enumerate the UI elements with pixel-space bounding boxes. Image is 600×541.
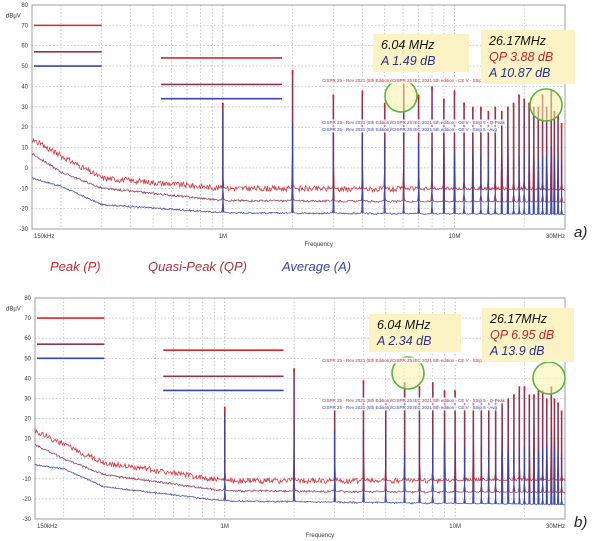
y-tick-label: 60	[21, 44, 28, 50]
y-tick-label: -20	[19, 207, 28, 213]
marker-circle	[529, 88, 563, 122]
annotation-freq: 6.04 MHz	[377, 318, 431, 332]
annotation-freq: 6.04 MHz	[381, 38, 435, 52]
trace-quasi-peak	[31, 112, 566, 204]
annotation-freq: 26.17MHz	[489, 34, 546, 48]
limit-label-backing	[321, 397, 507, 404]
y-tick-label: 40	[21, 84, 28, 90]
y-tick-label: 10	[21, 146, 28, 152]
trace-average	[34, 437, 565, 506]
annotation-qp: QP 3.88 dB	[489, 50, 554, 64]
limit-label-backing	[321, 77, 502, 84]
limit-label-quasi-peak: CISPR 25 - Rev 2021 (5th Edition)/CISPR …	[322, 120, 506, 125]
marker-circle	[391, 356, 425, 390]
annotation-b-6mhz: 6.04 MHz A 2.34 dB	[369, 314, 461, 352]
limit-label-quasi-peak: CISPR 25 - Rev 2021 (5th Edition)/CISPR …	[322, 398, 506, 403]
chart-a: 80 70 60 50 40 30 20 10 0 -10 -20 -30 dBµV 150kHz 1M 10…	[6, 3, 566, 248]
y-tick-label: 60	[24, 336, 31, 342]
y-tick-label: 70	[21, 23, 28, 29]
plot-b: 80 70 60 50 40 30 20 10 0 -10 -20 -30 dBµV 150kHz 1M 10…	[6, 296, 566, 539]
panel-label-a: a)	[574, 224, 588, 241]
limit-label-average: CISPR 25 - Rev 2021 (5th Edition)/CISPR …	[322, 127, 497, 132]
panel-label-b: b)	[574, 514, 588, 531]
y-tick-label: -30	[19, 227, 28, 233]
y-tick-label: 0	[25, 166, 29, 172]
x-tick-label: 150kHz	[34, 234, 54, 240]
limit-label-backing	[321, 404, 499, 411]
limit-label-peak: CISPR 25 - Rev 2021 (5th Edition)/CISPR …	[322, 358, 501, 363]
y-tick-label: 30	[24, 396, 31, 402]
limit-label-backing	[321, 126, 499, 133]
x-axis-label: Frequency	[304, 242, 332, 248]
limit-label-average: CISPR 25 - Rev 2021 (5th Edition)/CISPR …	[322, 405, 497, 410]
y-tick-label: -20	[22, 497, 31, 503]
y-tick-label: 50	[21, 64, 28, 70]
limit-label-peak: CISPR 25 - Rev 2021 (5th Edition)/CISPR …	[322, 78, 501, 83]
annotation-freq: 26.17MHz	[490, 312, 547, 326]
annotation-avg: A 13.9 dB	[490, 344, 545, 358]
y-tick-label: -30	[22, 517, 31, 523]
trace-peak	[34, 395, 566, 485]
y-axis-label: dBµV	[6, 14, 21, 20]
x-tick-label: 30MHz	[546, 234, 565, 240]
y-tick-label: -10	[22, 477, 31, 483]
limit-label-backing	[321, 119, 507, 126]
limit-label-backing	[321, 357, 502, 364]
y-tick-label: 0	[28, 457, 32, 463]
x-tick-label: 10M	[449, 234, 461, 240]
y-axis-label: dBµV	[6, 307, 21, 313]
marker-circle	[532, 361, 566, 395]
annotation-a-26mhz: 26.17MHz QP 3.88 dB A 10.87 dB	[481, 30, 575, 84]
y-tick-label: 80	[24, 296, 31, 302]
y-tick-label: 40	[24, 376, 31, 382]
annotation-b-26mhz: 26.17MHz QP 6.95 dB A 13.9 dB	[482, 308, 574, 362]
y-tick-label: 10	[24, 437, 31, 443]
x-tick-label: 30MHz	[546, 524, 565, 530]
annotation-avg: A 2.34 dB	[377, 334, 432, 348]
annotation-a-6mhz: 6.04 MHz A 1.49 dB	[373, 34, 469, 72]
x-tick-label: 150kHz	[37, 524, 57, 530]
trace-average	[31, 152, 566, 216]
y-tick-label: 70	[24, 316, 31, 322]
trace-quasi-peak	[34, 407, 566, 494]
y-tick-label: 20	[21, 125, 28, 131]
annotation-avg: A 1.49 dB	[381, 54, 436, 68]
y-tick-label: 50	[24, 356, 31, 362]
trace-peak	[31, 100, 565, 194]
annotation-qp: QP 6.95 dB	[490, 328, 555, 342]
x-axis-label: Frequency	[306, 533, 334, 539]
legend-average: Average (A)	[282, 259, 352, 274]
legend-peak: Peak (P)	[50, 259, 101, 274]
x-tick-label: 1M	[219, 234, 227, 240]
y-tick-label: 20	[24, 417, 31, 423]
y-tick-label: 30	[21, 105, 28, 111]
x-tick-label: 10M	[449, 524, 461, 530]
x-tick-label: 1M	[221, 524, 229, 530]
y-tick-label: -10	[19, 186, 28, 192]
annotation-avg: A 10.87 dB	[489, 66, 551, 80]
y-tick-label: 80	[21, 3, 28, 9]
plot-a: 80 70 60 50 40 30 20 10 0 -10 -20 -30 dBµV 150kHz 1M 10…	[6, 3, 566, 248]
plot-frame	[31, 4, 566, 230]
legend-quasi-peak: Quasi-Peak (QP)	[148, 259, 247, 274]
